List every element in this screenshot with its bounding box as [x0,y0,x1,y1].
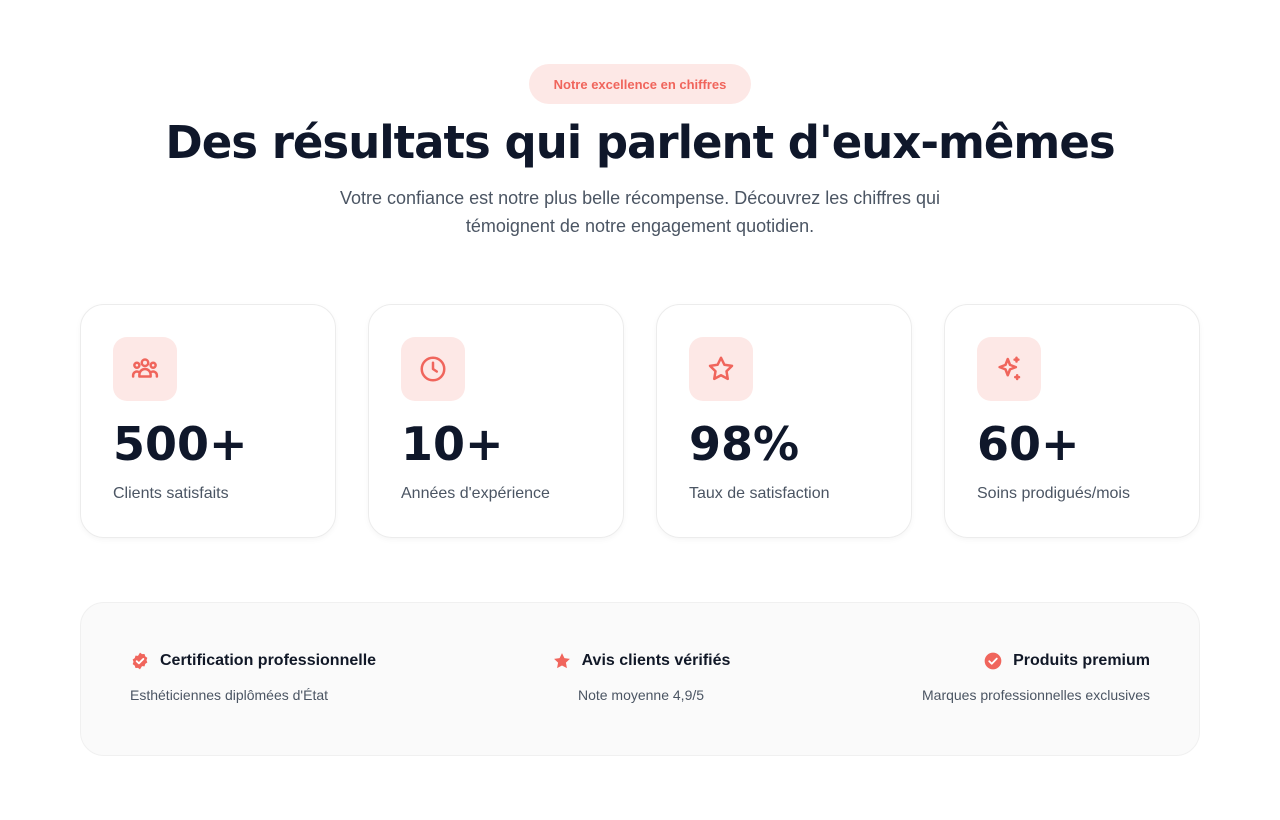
users-icon [113,337,177,401]
stat-label: Taux de satisfaction [689,485,830,502]
stat-label: Années d'expérience [401,485,550,502]
feature-desc: Marques professionnelles exclusives [922,687,1150,703]
stat-value: 500+ [113,417,248,471]
star-icon [689,337,753,401]
section-subtitle: Votre confiance est notre plus belle réc… [340,188,940,236]
feature-products: Produits premium Marques professionnelle… [922,651,1150,703]
sparkles-icon [977,337,1041,401]
stat-label: Soins prodigués/mois [977,485,1130,502]
stat-card-satisfaction: 98% Taux de satisfaction [656,304,912,538]
section-badge: Notre excellence en chiffres [529,64,751,104]
features-panel: Certification professionnelle Esthéticie… [80,602,1200,756]
feature-desc: Esthéticiennes diplômées d'État [130,687,329,703]
feature-title: Produits premium [1013,652,1150,669]
clock-icon [401,337,465,401]
star-filled-icon [553,653,570,669]
stat-value: 98% [689,417,800,471]
feature-reviews: Avis clients vérifiés Note moyenne 4,9/5 [551,651,731,703]
stat-card-treatments: 60+ Soins prodigués/mois [944,304,1200,538]
feature-certification: Certification professionnelle Esthéticie… [130,651,376,703]
stat-card-experience: 10+ Années d'expérience [368,304,624,538]
stat-card-clients: 500+ Clients satisfaits [80,304,336,538]
feature-title: Avis clients vérifiés [581,652,731,669]
stat-value: 60+ [977,417,1080,471]
badge-check-icon [132,652,148,670]
stat-label: Clients satisfaits [113,485,229,502]
stat-value: 10+ [401,417,504,471]
section-title: Des résultats qui parlent d'eux-mêmes [165,116,1115,169]
feature-desc: Note moyenne 4,9/5 [577,687,705,703]
check-circle-icon [984,652,1002,670]
feature-title: Certification professionnelle [160,652,377,669]
